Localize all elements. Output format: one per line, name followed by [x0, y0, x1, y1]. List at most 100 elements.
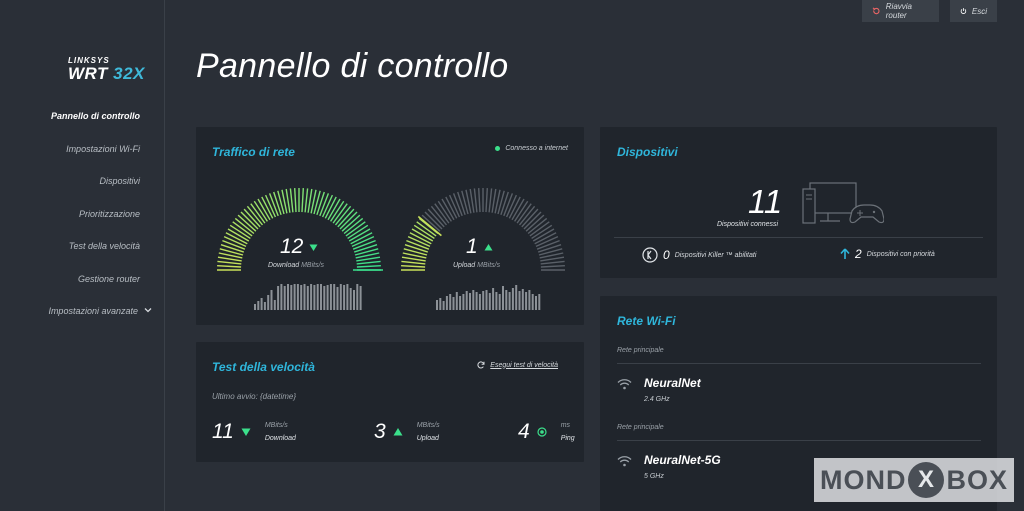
- upload-history-bar: [498, 294, 501, 310]
- download-gauge-tick: [356, 260, 381, 265]
- upload-history-bar: [439, 298, 442, 310]
- sidebar-item-router-management[interactable]: Gestione router: [77, 273, 140, 284]
- sidebar-item-advanced-label: Impostazioni avanzate: [48, 306, 138, 316]
- download-history-bar: [277, 286, 280, 310]
- download-history-bar: [280, 284, 283, 310]
- download-gauge-tick: [354, 248, 379, 256]
- download-gauge-tick: [281, 189, 288, 214]
- download-gauge-tick: [294, 188, 297, 213]
- download-history-bar: [270, 290, 273, 310]
- download-gauge-tick: [301, 188, 304, 213]
- logo-model-prefix: WRT: [68, 64, 108, 83]
- upload-history-bar: [492, 288, 495, 310]
- upload-gauge-tick: [478, 188, 481, 213]
- sidebar-item-advanced-settings[interactable]: Impostazioni avanzate: [48, 299, 152, 332]
- download-gauge-tick: [343, 217, 364, 235]
- upload-history-bar: [469, 293, 471, 310]
- priority-devices-stat[interactable]: 2 Dispositivi con priorità: [840, 247, 935, 261]
- sidebar: LINKSYS WRT 32X Pannello di controllo Im…: [0, 0, 165, 511]
- upload-gauge-tick: [424, 211, 443, 230]
- traffic-gauges: [217, 188, 565, 310]
- page-title: Pannello di controllo: [196, 47, 509, 85]
- download-unit: MBits/s: [301, 262, 325, 269]
- download-gauge-tick: [227, 228, 250, 242]
- sidebar-item-dashboard[interactable]: Pannello di controllo: [50, 111, 140, 121]
- upload-gauge-tick: [485, 188, 488, 213]
- download-gauge-tick: [289, 188, 294, 213]
- sidebar-item-wifi-settings[interactable]: Impostazioni Wi-Fi: [66, 143, 140, 154]
- connected-devices-label: Dispositivi connessi: [717, 221, 779, 228]
- upload-gauge-tick: [534, 232, 557, 245]
- upload-gauge-needle: [417, 215, 442, 237]
- upload-label: Upload: [453, 262, 476, 269]
- upload-gauge-tick: [536, 239, 560, 250]
- download-gauge-tick: [304, 188, 309, 213]
- logout-button[interactable]: Esci: [950, 0, 997, 22]
- upload-history: [436, 285, 541, 310]
- speedtest-ping-value: 4: [518, 420, 530, 443]
- download-gauge-tick: [217, 256, 242, 262]
- upload-history-bar: [482, 291, 485, 310]
- download-gauge-label: Download MBits/s: [268, 262, 324, 269]
- killer-devices-count: 0: [663, 248, 670, 262]
- download-gauge-tick: [345, 221, 366, 237]
- upload-gauge-tick: [511, 198, 525, 221]
- run-speed-test-link[interactable]: Esegui test di velocità: [477, 361, 558, 369]
- upload-gauge-tick: [539, 252, 564, 259]
- upload-gauge-tick: [503, 193, 514, 217]
- network-1-name: NeuralNet: [644, 376, 701, 390]
- killer-devices-stat[interactable]: 0 Dispositivi Killer ™ abilitati: [642, 247, 756, 263]
- upload-gauge-tick: [430, 205, 448, 226]
- download-gauge-tick: [217, 260, 242, 265]
- devices-card: Dispositivi 11 Dispositivi connessi 0 Di…: [600, 127, 997, 278]
- upload-gauge-tick: [461, 190, 469, 215]
- killer-icon: [642, 247, 658, 263]
- upload-gauge-tick: [402, 252, 427, 259]
- wifi-icon: [617, 456, 632, 467]
- upload-gauge-tick: [465, 189, 472, 214]
- network-item-neuralnet[interactable]: NeuralNet 2.4 GHz: [617, 376, 701, 403]
- arrow-up-icon: [393, 428, 403, 436]
- upload-gauge-tick: [452, 193, 463, 217]
- download-gauge-tick: [273, 191, 282, 216]
- upload-history-bar: [436, 300, 438, 310]
- upload-gauge-tick: [416, 221, 437, 237]
- restart-router-button[interactable]: Riavvia router: [862, 0, 939, 22]
- upload-gauge-tick: [527, 217, 548, 235]
- upload-history-bar: [531, 294, 534, 310]
- download-gauge: [217, 188, 383, 271]
- network-item-neuralnet-5g[interactable]: NeuralNet-5G 5 GHz: [617, 453, 721, 480]
- sidebar-item-prioritization[interactable]: Prioritizzazione: [78, 208, 140, 219]
- download-gauge-tick: [327, 198, 341, 221]
- upload-gauge-tick: [518, 205, 536, 226]
- download-history-bar: [316, 284, 319, 310]
- upload-gauge-tick: [404, 244, 429, 253]
- upload-gauge-tick: [540, 260, 565, 265]
- download-gauge-tick: [347, 224, 369, 239]
- download-gauge-tick: [257, 198, 271, 221]
- download-history-bar: [254, 304, 256, 310]
- upload-gauge-tick: [413, 224, 435, 239]
- upload-history-bar: [502, 286, 504, 310]
- upload-history-bar: [505, 290, 508, 310]
- status-dot-icon: [495, 146, 501, 151]
- upload-gauge-tick: [525, 214, 545, 232]
- upload-gauge-tick: [473, 188, 478, 213]
- download-gauge-tick: [351, 235, 375, 248]
- download-gauge-tick: [218, 252, 243, 259]
- sidebar-item-speed-test[interactable]: Test della velocità: [68, 241, 140, 251]
- last-run-text: Ultimo avvio: {datetime}: [212, 392, 297, 401]
- upload-history-bar: [508, 292, 511, 310]
- upload-history-bar: [475, 292, 478, 310]
- upload-gauge-tick: [514, 200, 529, 222]
- upload-gauge-tick: [445, 196, 458, 219]
- upload-history-bar: [462, 294, 465, 310]
- download-gauge-tick: [264, 194, 277, 218]
- speedtest-ping-label: Ping: [560, 435, 575, 442]
- upload-unit: MBits/s: [477, 262, 501, 269]
- upload-gauge-tick: [401, 260, 426, 265]
- upload-gauge-tick: [437, 200, 452, 222]
- download-history-bar: [313, 285, 316, 310]
- download-gauge-tick: [310, 189, 317, 214]
- sidebar-item-devices[interactable]: Dispositivi: [99, 176, 140, 186]
